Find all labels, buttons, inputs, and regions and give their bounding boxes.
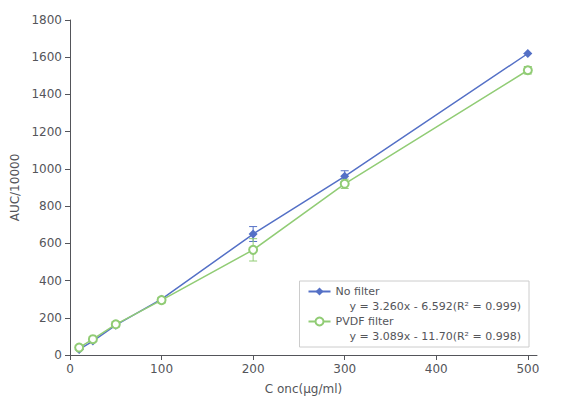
svg-text:No filter: No filter (336, 285, 381, 298)
svg-text:PVDF filter: PVDF filter (336, 315, 395, 328)
svg-text:300: 300 (333, 362, 356, 376)
svg-text:1000: 1000 (31, 162, 62, 176)
svg-text:0: 0 (54, 348, 62, 362)
svg-text:y = 3.260x - 6.592(R² = 0.999): y = 3.260x - 6.592(R² = 0.999) (336, 300, 522, 313)
svg-text:200: 200 (242, 362, 265, 376)
svg-text:400: 400 (39, 274, 62, 288)
svg-text:1400: 1400 (31, 87, 62, 101)
svg-text:0: 0 (66, 362, 74, 376)
svg-text:y = 3.089x - 11.70(R² = 0.998): y = 3.089x - 11.70(R² = 0.998) (336, 330, 522, 343)
svg-text:1800: 1800 (31, 13, 62, 27)
svg-text:1600: 1600 (31, 50, 62, 64)
svg-text:AUC/10000: AUC/10000 (8, 154, 22, 222)
svg-text:600: 600 (39, 236, 62, 250)
svg-text:500: 500 (516, 362, 539, 376)
svg-text:C onc(μg/ml): C onc(μg/ml) (265, 382, 342, 396)
svg-text:100: 100 (150, 362, 173, 376)
svg-text:800: 800 (39, 199, 62, 213)
svg-text:1200: 1200 (31, 125, 62, 139)
svg-text:200: 200 (39, 311, 62, 325)
svg-text:400: 400 (425, 362, 448, 376)
